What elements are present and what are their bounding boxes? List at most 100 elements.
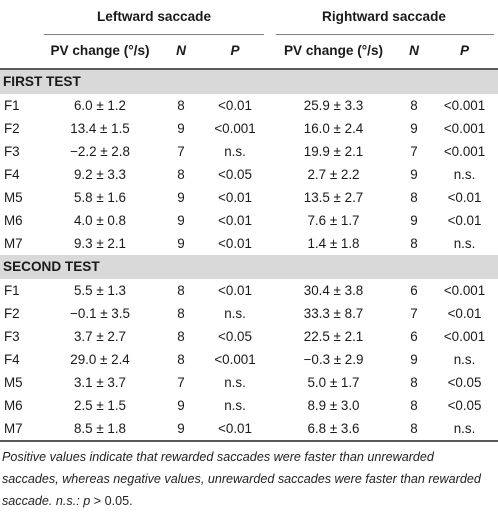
group-underline-right (276, 34, 494, 35)
left-n-cell: 9 (177, 121, 185, 136)
right-p-cell: n.s. (453, 236, 476, 251)
left-pv-cell: 9.3 ± 2.1 (73, 236, 127, 251)
left-n-cell: 9 (177, 398, 185, 413)
left-p-cell: n.s. (224, 144, 246, 159)
right-pv-cell: 13.5 ± 2.7 (303, 190, 364, 205)
right-p-cell: <0.001 (443, 121, 486, 136)
table-row: F4 9.2 ± 3.3 8 <0.05 2.7 ± 2.2 9 n.s. (0, 163, 498, 186)
left-n-cell: 9 (177, 213, 185, 228)
left-p-cell: <0.05 (218, 167, 252, 182)
right-pv-cell: 5.0 ± 1.7 (307, 375, 360, 390)
table-row: F2 −0.1 ± 3.5 8 n.s. 33.3 ± 8.7 7 <0.01 (0, 302, 498, 325)
right-n-cell: 7 (410, 306, 418, 321)
right-pv-cell: 16.0 ± 2.4 (303, 121, 364, 136)
col-header-n-left: N (176, 43, 186, 58)
left-p-cell: n.s. (224, 306, 246, 321)
right-n-cell: 8 (410, 98, 418, 113)
left-p-cell: <0.01 (218, 98, 252, 113)
right-p-cell: <0.05 (447, 375, 482, 390)
right-p-cell: <0.01 (447, 306, 482, 321)
left-n-cell: 7 (177, 144, 185, 159)
right-p-cell: <0.001 (443, 98, 486, 113)
left-pv-cell: 8.5 ± 1.8 (73, 421, 127, 436)
group-header-row: Leftward saccade Rightward saccade (0, 0, 498, 34)
left-pv-cell: 5.5 ± 1.3 (73, 283, 127, 298)
right-n-cell: 9 (410, 352, 418, 367)
left-n-cell: 8 (177, 352, 185, 367)
right-n-cell: 8 (410, 421, 418, 436)
left-p-cell: <0.001 (214, 352, 256, 367)
right-pv-cell: 33.3 ± 8.7 (303, 306, 364, 321)
right-pv-cell: 19.9 ± 2.1 (303, 144, 364, 159)
right-p-cell: <0.01 (447, 213, 482, 228)
row-id: F1 (4, 283, 20, 298)
left-pv-cell: 6.0 ± 1.2 (73, 98, 127, 113)
group-underline-left (44, 34, 264, 35)
left-n-cell: 9 (177, 421, 185, 436)
left-n-cell: 9 (177, 190, 185, 205)
right-n-cell: 6 (410, 283, 418, 298)
left-p-cell: n.s. (224, 398, 246, 413)
left-n-cell: 8 (177, 329, 185, 344)
left-n-cell: 9 (177, 236, 185, 251)
left-pv-cell: −0.1 ± 3.5 (70, 306, 130, 321)
left-n-cell: 8 (177, 306, 185, 321)
row-id: M7 (4, 421, 23, 436)
left-p-cell: <0.01 (218, 421, 252, 436)
left-pv-cell: 3.7 ± 2.7 (73, 329, 127, 344)
left-n-cell: 8 (177, 283, 185, 298)
col-header-n-right: N (409, 43, 419, 58)
left-pv-cell: −2.2 ± 2.8 (70, 144, 130, 159)
right-p-cell: <0.001 (443, 283, 486, 298)
left-pv-cell: 13.4 ± 1.5 (70, 121, 130, 136)
bottom-rule (0, 440, 498, 442)
right-pv-cell: 22.5 ± 2.1 (303, 329, 364, 344)
left-p-cell: <0.01 (218, 213, 252, 228)
table-row: F3 −2.2 ± 2.8 7 n.s. 19.9 ± 2.1 7 <0.001 (0, 140, 498, 163)
left-pv-cell: 5.8 ± 1.6 (73, 190, 127, 205)
right-pv-cell: 8.9 ± 3.0 (307, 398, 360, 413)
right-n-cell: 8 (410, 236, 418, 251)
row-id: F4 (4, 167, 20, 182)
table-footnote: Positive values indicate that rewarded s… (2, 450, 481, 508)
table-row: M7 9.3 ± 2.1 9 <0.01 1.4 ± 1.8 8 n.s. (0, 232, 498, 255)
left-n-cell: 8 (177, 98, 185, 113)
left-n-cell: 8 (177, 167, 185, 182)
col-header-p-left: P (230, 43, 240, 58)
table-row: M7 8.5 ± 1.8 9 <0.01 6.8 ± 3.6 8 n.s. (0, 417, 498, 440)
saccade-table: Leftward saccade Rightward saccade PV ch… (0, 0, 498, 440)
right-n-cell: 8 (410, 398, 418, 413)
right-n-cell: 8 (410, 190, 418, 205)
right-n-cell: 9 (410, 167, 418, 182)
row-id: F2 (4, 306, 20, 321)
right-p-cell: <0.001 (443, 329, 486, 344)
right-pv-cell: 6.8 ± 3.6 (307, 421, 360, 436)
right-n-cell: 8 (410, 375, 418, 390)
row-id: F2 (4, 121, 20, 136)
left-p-cell: <0.05 (218, 329, 252, 344)
row-id: F4 (4, 352, 20, 367)
table-row: F2 13.4 ± 1.5 9 <0.001 16.0 ± 2.4 9 <0.001 (0, 117, 498, 140)
left-pv-cell: 29.0 ± 2.4 (70, 352, 130, 367)
table-row: M5 3.1 ± 3.7 7 n.s. 5.0 ± 1.7 8 <0.05 (0, 371, 498, 394)
left-pv-cell: 2.5 ± 1.5 (73, 398, 127, 413)
row-id: M7 (4, 236, 23, 251)
left-p-cell: <0.01 (218, 283, 252, 298)
left-p-cell: <0.01 (218, 190, 252, 205)
table-row: F4 29.0 ± 2.4 8 <0.001 −0.3 ± 2.9 9 n.s. (0, 348, 498, 371)
right-n-cell: 9 (410, 213, 418, 228)
left-n-cell: 7 (177, 375, 185, 390)
right-pv-cell: −0.3 ± 2.9 (303, 352, 364, 367)
row-id: M6 (4, 398, 23, 413)
section-header: FIRST TEST (0, 69, 498, 94)
section-header: SECOND TEST (0, 255, 498, 279)
row-id: M5 (4, 190, 23, 205)
left-pv-cell: 3.1 ± 3.7 (73, 375, 127, 390)
right-p-cell: n.s. (453, 167, 476, 182)
left-p-cell: <0.001 (214, 121, 256, 136)
left-p-cell: n.s. (224, 375, 246, 390)
right-pv-cell: 1.4 ± 1.8 (307, 236, 360, 251)
right-n-cell: 9 (410, 121, 418, 136)
section-title: FIRST TEST (0, 69, 498, 94)
